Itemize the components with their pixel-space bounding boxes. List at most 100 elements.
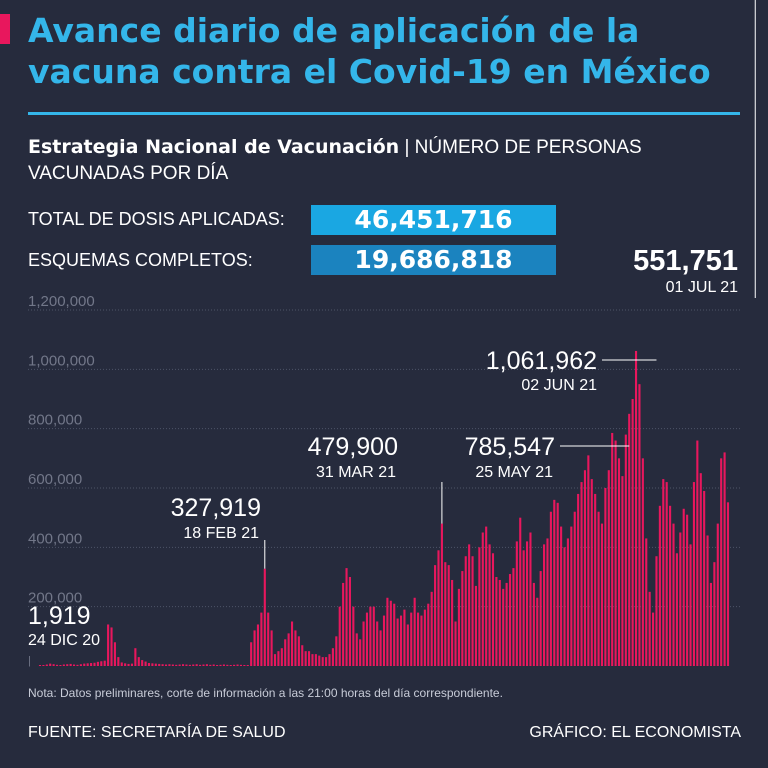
bar (314, 654, 317, 666)
bar (692, 482, 695, 666)
bar (86, 663, 89, 666)
bar (100, 661, 103, 666)
bar (372, 606, 375, 666)
bar (529, 532, 532, 666)
bar (113, 642, 116, 666)
bar (141, 660, 144, 666)
bar (379, 630, 382, 666)
bar (546, 538, 549, 666)
bar (566, 538, 569, 666)
bar (260, 612, 263, 666)
bar (406, 624, 409, 666)
bar (543, 544, 546, 666)
bar (478, 547, 481, 666)
bar (723, 452, 726, 666)
bar (76, 664, 79, 666)
bar (154, 663, 157, 666)
bar (577, 493, 580, 666)
bar (369, 606, 372, 666)
bar (682, 508, 685, 666)
bar (294, 630, 297, 666)
bar (611, 432, 614, 666)
bar (713, 562, 716, 666)
bar (297, 636, 300, 666)
bar (181, 664, 185, 666)
bar (199, 664, 202, 666)
bar (233, 664, 236, 666)
bar (362, 621, 365, 666)
subtitle-measure: | NÚMERO DE PERSONAS VACUNADAS POR DÍA (28, 137, 642, 184)
bar (205, 664, 208, 666)
bar (59, 665, 62, 666)
bar (672, 523, 675, 666)
bar (532, 582, 535, 666)
bar (580, 482, 583, 666)
bar (512, 568, 515, 666)
bar (256, 624, 260, 666)
bar (49, 663, 52, 666)
bar (348, 577, 351, 666)
accent-bar (0, 14, 10, 44)
bar (604, 488, 607, 666)
bar (277, 651, 280, 666)
bar (45, 664, 48, 666)
bar (434, 565, 437, 666)
bar (117, 657, 120, 666)
bar (648, 591, 651, 666)
annotation-value: 1,061,962 (486, 347, 597, 375)
bar (386, 597, 389, 666)
bar (614, 440, 617, 666)
bar (556, 502, 559, 666)
bar (158, 663, 161, 666)
bar (270, 630, 273, 666)
bar (706, 535, 709, 666)
bar (38, 665, 42, 666)
bar (430, 591, 433, 666)
bar (161, 664, 164, 666)
bar (652, 612, 655, 666)
y-tick-label: 1,200,000 (28, 293, 95, 310)
bar (52, 664, 55, 666)
bar (689, 544, 692, 666)
annotation-date: 01 JUL 21 (666, 279, 738, 296)
bar (389, 600, 392, 666)
bar (318, 655, 321, 666)
bar (726, 502, 730, 666)
bar (355, 633, 358, 666)
bar (335, 636, 338, 666)
bar (594, 493, 597, 666)
bar (560, 526, 563, 666)
annotation-date: 31 MAR 21 (316, 464, 396, 481)
bar (549, 511, 552, 666)
bar (468, 544, 471, 666)
bar (699, 473, 702, 666)
annotation-date: 18 FEB 21 (183, 525, 259, 542)
bar (539, 571, 542, 666)
annotation-date: 24 DIC 20 (28, 632, 100, 649)
bar (471, 556, 474, 666)
bar (454, 621, 457, 666)
bar (250, 642, 253, 666)
bar (151, 663, 154, 666)
bar (720, 458, 723, 666)
total-doses-label: TOTAL DE DOSIS APLICADAS: (28, 209, 285, 229)
y-tick-label: 200,000 (28, 590, 82, 607)
bar (212, 664, 215, 666)
bar (342, 582, 345, 666)
bar (464, 556, 467, 666)
y-tick-zero: | (28, 655, 31, 667)
bar (617, 458, 621, 666)
bar (253, 630, 256, 666)
bar (474, 585, 478, 666)
bar (624, 434, 627, 666)
bar (365, 612, 369, 666)
bar (209, 664, 212, 666)
bar (127, 663, 130, 666)
bar (645, 538, 648, 666)
bar (461, 571, 464, 666)
bar (103, 660, 106, 666)
bar (716, 523, 719, 666)
bar (638, 384, 641, 666)
bar (178, 664, 181, 666)
